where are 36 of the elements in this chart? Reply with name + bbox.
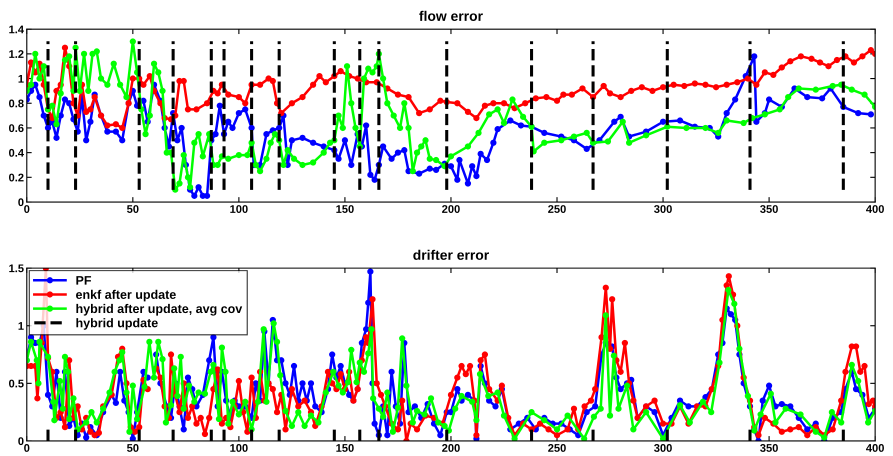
legend-label: enkf after update	[76, 290, 176, 302]
x-tick-label: 350	[760, 205, 778, 213]
x-tick-label: 50	[126, 205, 139, 213]
y-tick-label: 0	[18, 198, 24, 206]
y-tick-label: 0.6	[9, 124, 24, 132]
x-tick-label: 400	[866, 444, 884, 452]
y-tick-label: 1	[18, 74, 24, 83]
legend-label: PF	[76, 276, 92, 285]
y-tick-label: 0	[18, 437, 24, 446]
x-tick-label: 100	[230, 444, 248, 452]
legend-label: hybrid update	[76, 318, 158, 330]
y-tick-label: 0.4	[9, 148, 24, 157]
y-tick-label: 0.8	[9, 100, 24, 108]
x-tick-label: 250	[548, 205, 566, 213]
legend-label: hybrid after update, avg cov	[76, 304, 242, 316]
x-tick-label: 400	[866, 205, 884, 213]
x-tick-label: 0	[24, 205, 30, 213]
x-tick-label: 200	[442, 444, 460, 452]
x-tick-label: 300	[654, 205, 672, 213]
x-tick-label: 0	[24, 444, 30, 452]
x-tick-label: 50	[126, 444, 139, 452]
x-tick-label: 100	[230, 205, 248, 213]
y-tick-label: 0.2	[9, 174, 24, 182]
x-tick-label: 300	[654, 444, 672, 452]
y-tick-label: 0.5	[9, 380, 24, 388]
y-tick-label: 1	[18, 322, 24, 330]
x-tick-label: 250	[548, 444, 566, 452]
chart-title: drifter error	[413, 250, 489, 260]
x-tick-label: 150	[336, 444, 354, 452]
y-tick-label: 1.2	[9, 50, 24, 58]
chart-title: flow error	[419, 10, 483, 21]
x-tick-label: 150	[336, 205, 354, 213]
x-tick-label: 200	[442, 205, 460, 213]
y-tick-label: 1.4	[9, 26, 24, 34]
x-tick-label: 350	[760, 444, 778, 452]
y-tick-label: 1.5	[9, 264, 24, 272]
